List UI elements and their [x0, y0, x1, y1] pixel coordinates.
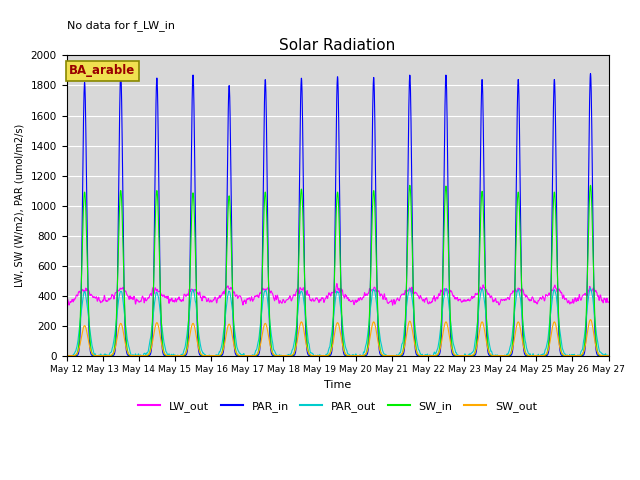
PAR_out	[125, 342, 132, 348]
SW_in	[594, 351, 602, 357]
PAR_out	[271, 348, 278, 354]
LW_out	[157, 289, 164, 295]
Line: PAR_out: PAR_out	[67, 288, 609, 358]
Text: No data for f_LW_in: No data for f_LW_in	[67, 21, 175, 32]
PAR_in	[271, 353, 278, 359]
PAR_out	[536, 354, 543, 360]
SW_out	[294, 334, 301, 340]
SW_in	[157, 294, 164, 300]
PAR_out	[586, 285, 594, 291]
PAR_out	[605, 354, 612, 360]
SW_in	[587, 182, 595, 188]
SW_out	[125, 351, 132, 357]
PAR_in	[157, 301, 164, 307]
SW_in	[605, 353, 612, 359]
Line: SW_out: SW_out	[67, 320, 609, 356]
LW_out	[63, 297, 70, 302]
SW_in	[536, 353, 543, 359]
PAR_in	[587, 71, 595, 76]
SW_out	[594, 350, 602, 356]
Text: BA_arable: BA_arable	[69, 64, 136, 77]
LW_out	[388, 302, 396, 308]
PAR_out	[294, 306, 302, 312]
PAR_out	[207, 355, 215, 361]
LW_out	[294, 288, 301, 293]
PAR_in	[63, 353, 70, 359]
LW_out	[536, 295, 544, 300]
LW_out	[595, 293, 602, 299]
PAR_in	[605, 353, 612, 359]
PAR_out	[157, 312, 164, 318]
Legend: LW_out, PAR_in, PAR_out, SW_in, SW_out: LW_out, PAR_in, PAR_out, SW_in, SW_out	[134, 396, 541, 416]
PAR_out	[63, 355, 70, 360]
SW_out	[63, 353, 70, 359]
SW_in	[63, 353, 70, 359]
SW_out	[536, 353, 543, 359]
Title: Solar Radiation: Solar Radiation	[280, 38, 396, 53]
PAR_out	[595, 343, 602, 348]
PAR_in	[536, 353, 543, 359]
SW_in	[294, 290, 301, 296]
SW_out	[587, 317, 595, 323]
SW_out	[605, 353, 612, 359]
PAR_in	[125, 353, 132, 359]
SW_in	[271, 352, 278, 358]
X-axis label: Time: Time	[324, 380, 351, 390]
LW_out	[125, 294, 132, 300]
LW_out	[333, 281, 340, 287]
SW_in	[125, 351, 132, 357]
PAR_in	[294, 296, 301, 301]
Line: PAR_in: PAR_in	[67, 73, 609, 356]
Line: LW_out: LW_out	[67, 284, 609, 305]
LW_out	[605, 299, 612, 305]
SW_out	[271, 352, 278, 358]
LW_out	[271, 298, 278, 303]
Line: SW_in: SW_in	[67, 185, 609, 356]
PAR_in	[594, 353, 602, 359]
Y-axis label: LW, SW (W/m2), PAR (umol/m2/s): LW, SW (W/m2), PAR (umol/m2/s)	[15, 124, 25, 287]
SW_out	[157, 335, 164, 341]
